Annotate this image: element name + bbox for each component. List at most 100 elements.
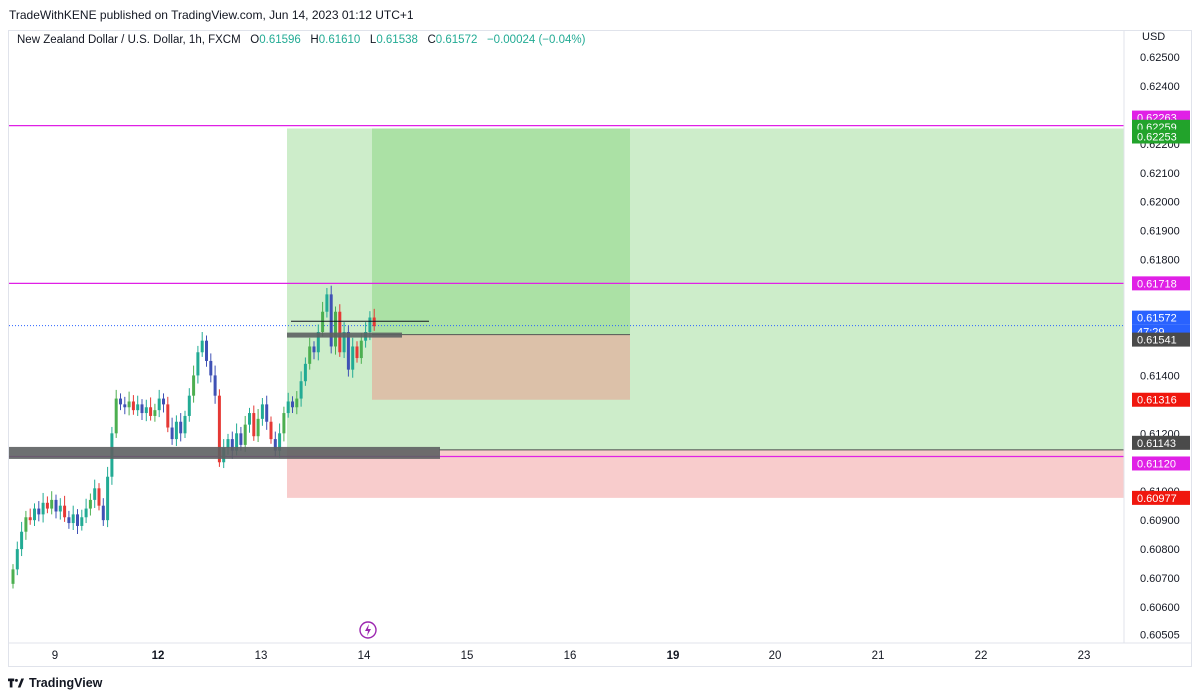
candle-body [368,317,372,332]
candle-body [187,395,191,416]
candle-body [54,499,58,512]
candle-body [273,439,277,451]
candle-body [226,439,230,448]
price-axis-label-text: 0.61572 [1137,313,1177,325]
published-line: TradeWithKENE published on TradingView.c… [9,8,414,22]
candle-body [119,398,122,405]
price-tick-label: 0.60505 [1140,630,1180,642]
candle-body [80,517,84,526]
symbol-name[interactable]: New Zealand Dollar / U.S. Dollar, 1h, FX… [17,34,241,46]
tradingview-logo-icon [8,678,24,688]
candle-body [20,531,24,550]
candle-body [355,346,359,359]
time-tick-label: 13 [255,650,268,662]
candle-body [41,502,45,515]
currency-label: USD [1142,31,1165,43]
candle-body [192,375,196,396]
candle-body [58,505,62,512]
time-tick-label: 20 [769,650,782,662]
time-tick-label: 12 [152,650,165,662]
candle-body [84,508,88,518]
candle-body [24,517,28,532]
entry-zone-bar[interactable] [287,332,402,338]
candle-body [235,433,239,451]
low-value: 0.61538 [376,34,418,46]
candle-body [50,499,54,509]
candle-body [342,332,346,353]
candle-body [291,401,294,408]
candle-body [282,413,286,434]
symbol-legend: New Zealand Dollar / U.S. Dollar, 1h, FX… [17,34,585,46]
price-axis-label[interactable] [1132,310,1190,325]
price-axis-label-text: 0.60977 [1137,493,1177,505]
chart-area[interactable]: 0.62500 0.62400 0.62200 0.62100 0.62000 0.619… [8,30,1192,667]
candle-body [33,508,36,521]
candle-body [162,398,165,405]
time-tick-label: 16 [564,650,577,662]
candle-body [252,413,256,437]
candle-body [153,410,157,416]
candle-body [196,352,200,376]
candle-body [248,413,251,425]
price-tick-label: 0.61900 [1140,226,1180,238]
close-label: C [427,34,436,46]
price-axis-label[interactable] [1132,332,1190,347]
price-axis-label[interactable] [1132,392,1190,407]
candle-body [174,421,178,440]
time-tick-label: 22 [975,650,988,662]
candle-body [71,514,75,524]
price-tick-label: 0.62100 [1140,168,1180,180]
candle-body [37,508,41,515]
price-tick-label: 0.62400 [1140,81,1180,93]
price-tick-label: 0.61400 [1140,370,1180,382]
candle-body [269,421,273,440]
price-tick-label: 0.60700 [1140,573,1180,585]
position-stop-zone[interactable] [372,334,630,400]
demand-zone-bar[interactable] [9,446,440,459]
candle-body [131,401,135,411]
candle-body [45,502,49,509]
change-value: −0.00024 (−0.04%) [486,34,586,46]
candle-body [265,404,269,422]
candle-body [312,346,316,353]
position-target-zone[interactable] [372,128,630,335]
candle-body [136,404,140,411]
candle-body [149,407,153,416]
price-axis-label[interactable] [1132,456,1190,471]
candle-body [299,381,303,399]
time-tick-label: 23 [1078,650,1091,662]
candle-body [329,294,333,347]
chart-canvas[interactable]: 0.625000.624000.622000.621000.620000.619… [9,31,1192,667]
price-axis-label[interactable] [1132,490,1190,505]
candle-body [260,404,264,419]
candle-body [123,404,127,408]
candle-body [88,499,92,509]
candle-body [76,514,79,526]
candle-body [230,439,234,451]
candle-body [67,517,71,524]
candle-body [321,311,325,332]
footer-brand[interactable]: TradingView [29,676,103,690]
candle-body [308,346,312,364]
candle-body [15,549,19,570]
price-axis-label[interactable] [1132,276,1190,291]
candle-body [213,375,217,396]
low-label: L [369,34,377,46]
price-axis-label[interactable] [1132,129,1190,144]
candle-body [338,311,342,353]
high-label: H [310,34,319,46]
candle-body [127,401,131,408]
time-tick-label: 19 [667,650,680,662]
candle-body [372,317,376,327]
price-tick-label: 0.61800 [1140,255,1180,267]
price-tick-label: 0.60900 [1140,515,1180,527]
candle-body [256,418,260,437]
candle-body [166,404,170,428]
price-axis-label-text: 0.61120 [1137,458,1176,470]
candle-body [144,407,148,414]
lightning-glyph-icon [365,624,371,636]
candle-body [200,340,204,353]
price-tick-label: 0.62000 [1140,197,1180,209]
time-tick-label: 9 [52,650,58,662]
price-axis-label[interactable] [1132,435,1190,450]
